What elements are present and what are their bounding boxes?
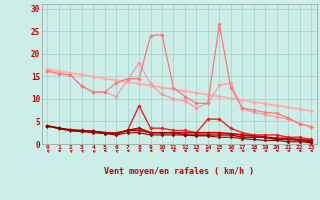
X-axis label: Vent moyen/en rafales ( km/h ): Vent moyen/en rafales ( km/h ) [104, 167, 254, 176]
